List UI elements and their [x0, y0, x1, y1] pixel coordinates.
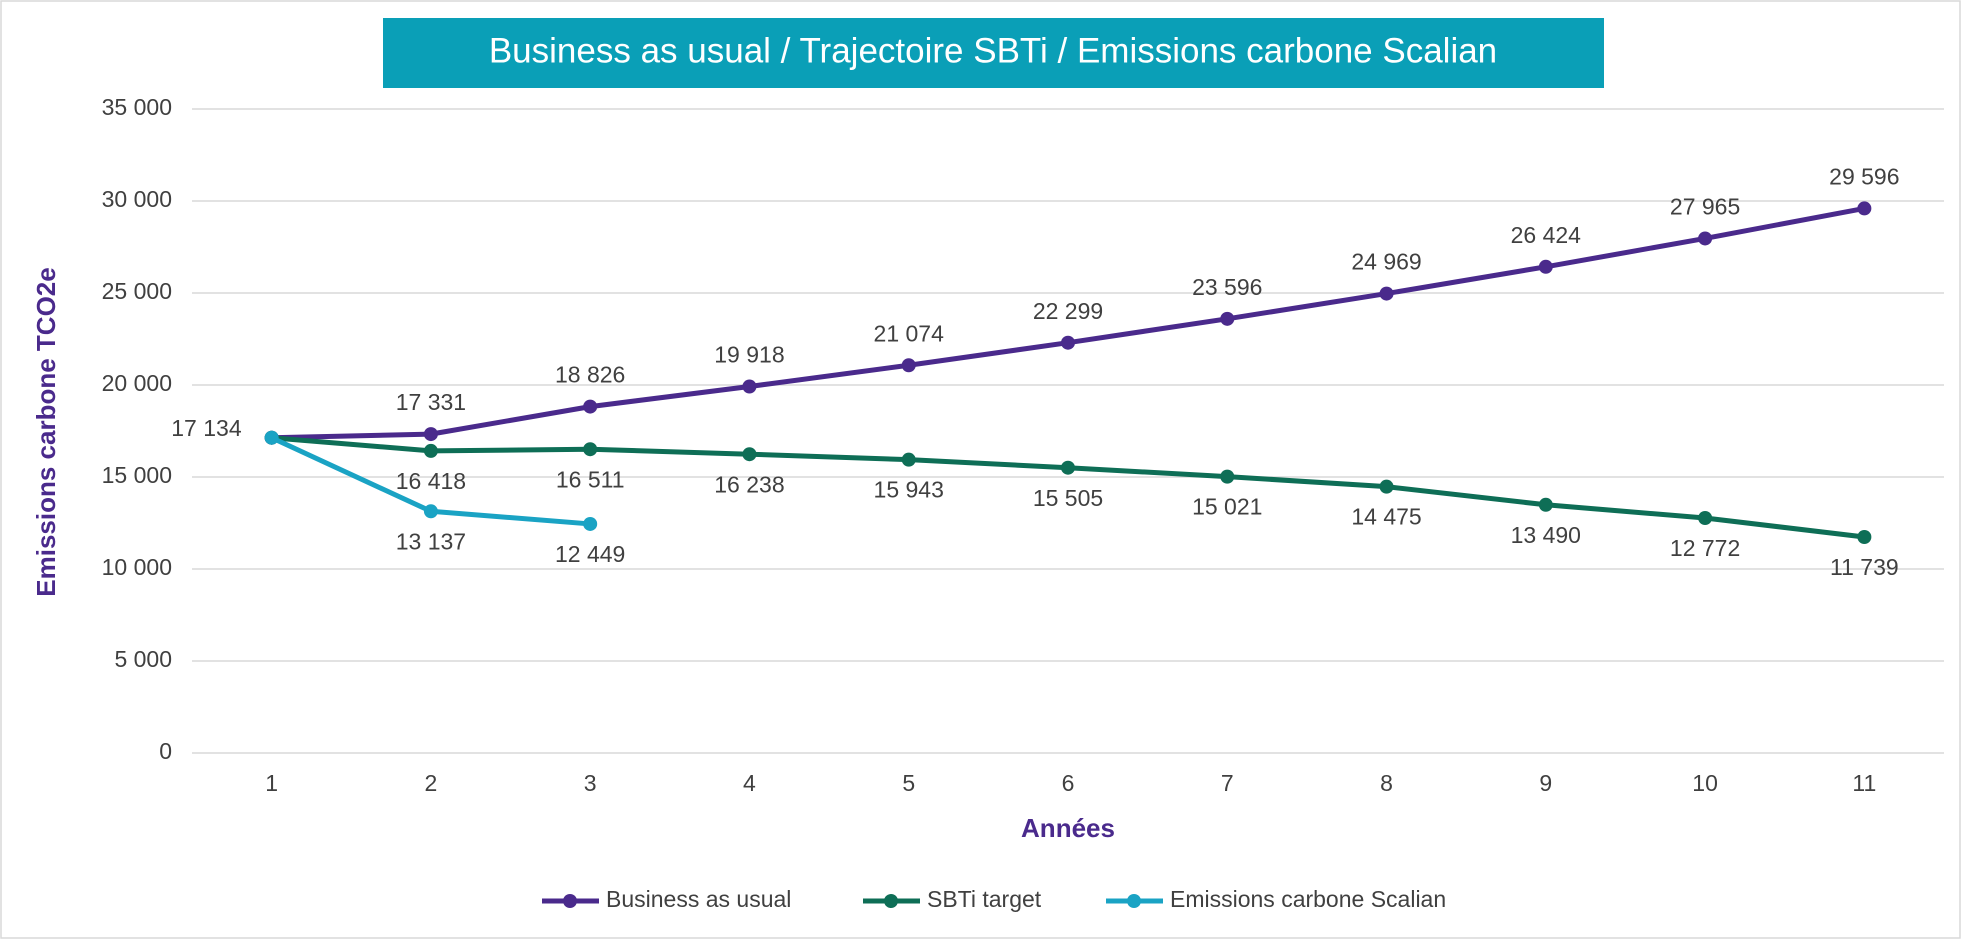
data-label: 11 739 [1830, 554, 1899, 580]
data-label: 13 490 [1511, 522, 1581, 548]
data-point [1220, 311, 1235, 326]
y-tick-label: 30 000 [102, 186, 172, 212]
x-tick-label: 1 [265, 770, 278, 796]
x-tick-label: 3 [584, 770, 597, 796]
data-point [1379, 286, 1394, 301]
data-point [583, 516, 598, 531]
data-point [901, 358, 916, 373]
data-point [1061, 335, 1075, 350]
legend-label: SBTi target [927, 886, 1042, 912]
x-tick-label: 2 [425, 770, 438, 796]
title-box [383, 18, 1604, 88]
legend-marker [1127, 894, 1141, 908]
data-point [1061, 460, 1075, 475]
x-tick-label: 9 [1539, 770, 1552, 796]
legend-marker [563, 894, 577, 908]
x-tick-label: 10 [1692, 770, 1718, 796]
data-point [264, 430, 279, 445]
data-point [423, 443, 438, 458]
data-point [423, 427, 438, 442]
data-label: 23 596 [1192, 274, 1262, 300]
data-point [583, 442, 598, 457]
legend-marker [884, 894, 898, 908]
data-point [742, 447, 757, 462]
data-label: 16 238 [714, 471, 784, 497]
data-point [1379, 479, 1394, 494]
legend-label: Emissions carbone Scalian [1170, 886, 1446, 912]
y-tick-label: 35 000 [102, 94, 172, 120]
data-label: 18 826 [555, 362, 625, 388]
data-label: 15 021 [1192, 494, 1262, 520]
data-label: 24 969 [1351, 249, 1421, 275]
data-label: 16 418 [396, 468, 466, 494]
data-label: 17 331 [396, 389, 466, 415]
data-label: 19 918 [714, 342, 784, 368]
y-tick-label: 15 000 [102, 462, 172, 488]
x-tick-label: 4 [743, 770, 756, 796]
x-tick-label: 8 [1380, 770, 1393, 796]
data-label: 26 424 [1511, 222, 1582, 248]
data-label: 14 475 [1351, 504, 1421, 530]
data-point [742, 379, 757, 394]
x-tick-label: 6 [1062, 770, 1075, 796]
x-axis-label: Années [1021, 813, 1115, 843]
y-tick-label: 20 000 [102, 370, 172, 396]
data-label: 29 596 [1829, 164, 1899, 190]
data-label: 15 943 [874, 477, 944, 503]
y-tick-label: 25 000 [102, 278, 172, 304]
data-label: 17 134 [171, 415, 242, 441]
data-point [1220, 469, 1235, 484]
data-point [583, 399, 598, 414]
y-tick-label: 5 000 [114, 646, 172, 672]
x-tick-label: 7 [1221, 770, 1234, 796]
data-label: 27 965 [1670, 194, 1740, 220]
data-label: 16 511 [556, 466, 625, 492]
data-point [1538, 259, 1553, 274]
data-point [423, 504, 438, 519]
legend-label: Business as usual [606, 886, 791, 912]
y-axis-label: Emissions carbone TCO2e [31, 267, 61, 596]
data-label: 13 137 [396, 528, 466, 554]
data-label: 12 449 [555, 541, 625, 567]
data-point [1857, 530, 1872, 545]
data-label: 12 772 [1670, 535, 1740, 561]
data-label: 21 074 [874, 320, 945, 346]
data-point [1538, 497, 1553, 512]
x-tick-label: 11 [1852, 770, 1876, 796]
data-label: 22 299 [1033, 298, 1103, 324]
x-tick-label: 5 [902, 770, 915, 796]
data-point [1698, 231, 1713, 246]
data-label: 15 505 [1033, 485, 1103, 511]
data-point [1698, 510, 1713, 525]
data-point [901, 452, 916, 467]
y-tick-label: 10 000 [102, 554, 172, 580]
data-point [1857, 201, 1872, 216]
y-tick-label: 0 [159, 738, 172, 764]
chart-title: Business as usual / Trajectoire SBTi / E… [489, 31, 1497, 70]
